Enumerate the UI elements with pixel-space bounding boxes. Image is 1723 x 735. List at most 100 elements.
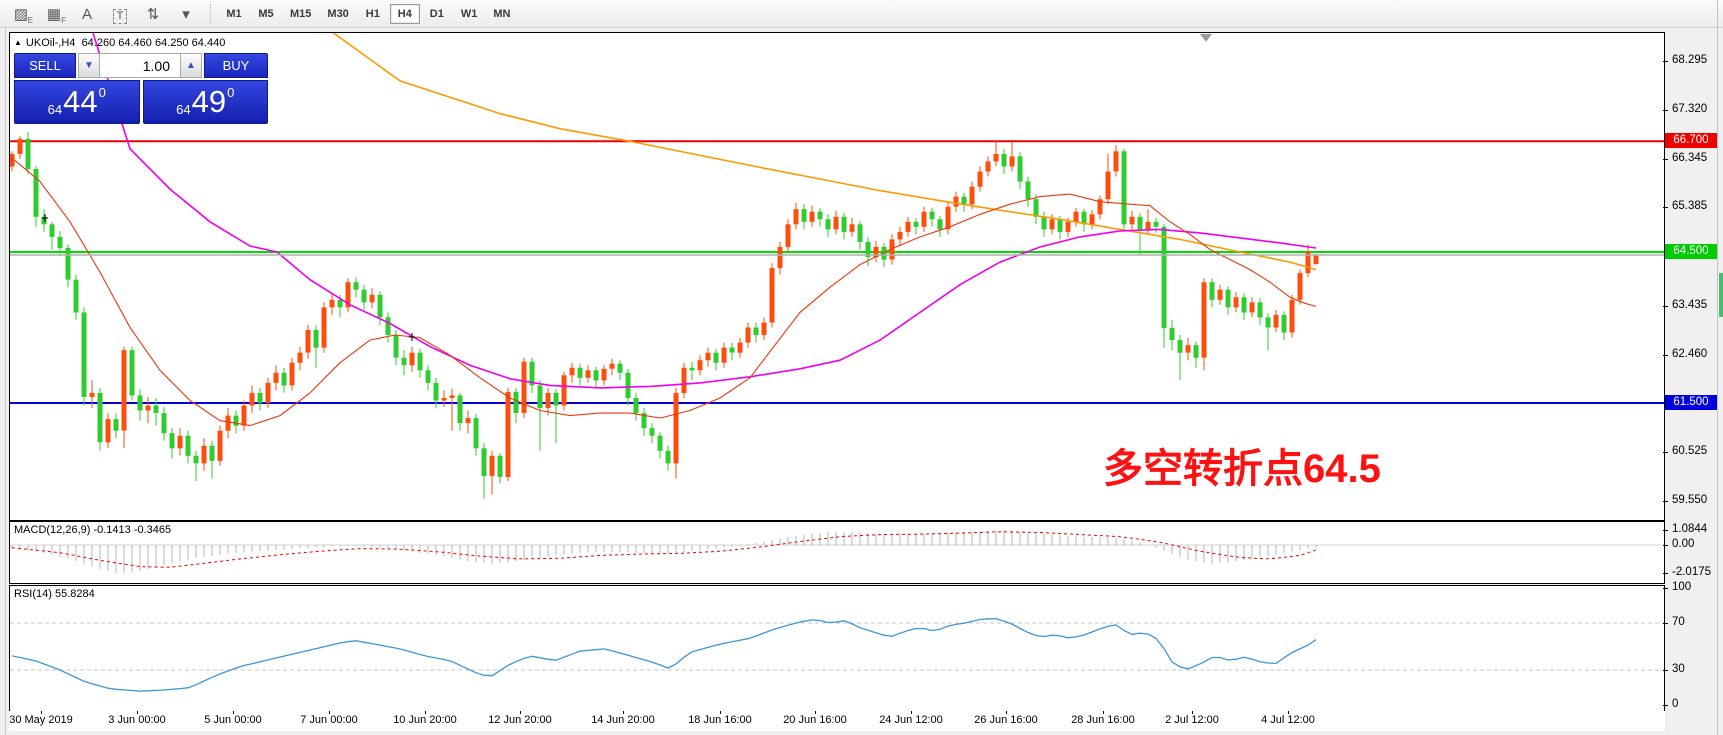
rsi-axis-label: 0 xyxy=(1672,698,1679,710)
time-label: 26 Jun 16:00 xyxy=(974,714,1038,726)
axis-tick xyxy=(1663,61,1668,62)
price-label: 66.345 xyxy=(1672,152,1708,164)
axis-tick xyxy=(1663,545,1668,546)
axis-tick xyxy=(1663,573,1668,574)
time-tick xyxy=(137,711,138,714)
time-axis[interactable]: 30 May 2019 3 Jun 00:00 5 Jun 00:00 7 Jun 0… xyxy=(9,711,1665,731)
cycle-lines-icon[interactable]: ⇅ xyxy=(146,6,160,23)
time-label: 10 Jun 20:00 xyxy=(393,714,457,726)
dropdown-caret-icon[interactable]: ▾ xyxy=(182,6,190,23)
rsi-panel[interactable]: RSI(14) 55.8284 xyxy=(9,585,1665,712)
buy-button[interactable]: BUY xyxy=(204,53,268,78)
axis-tick xyxy=(1663,207,1668,208)
time-tick xyxy=(815,711,816,714)
axis-tick xyxy=(1663,623,1668,624)
buy-price-sup: 0 xyxy=(227,85,235,100)
time-label: 30 May 2019 xyxy=(9,714,73,726)
pattern-e-icon[interactable]: ▨ E xyxy=(13,6,33,25)
timeframe-M30[interactable]: M30 xyxy=(327,7,349,20)
timeframe-buttons: M1 M5 M15 M30 H1 H4 D1 W1 MN xyxy=(219,3,519,24)
volume-input[interactable] xyxy=(100,53,180,78)
sell-price-sup: 0 xyxy=(98,85,106,100)
volume-decrease-button[interactable]: ▼ xyxy=(78,53,100,78)
price-line-badge: 66.700 xyxy=(1665,133,1717,148)
symbol-ohlc-line: ▲ UKOil-,H4 64.260 64.460 64.250 64.440 xyxy=(14,37,225,49)
timeframe-W1[interactable]: W1 xyxy=(460,7,478,20)
time-tick xyxy=(911,711,912,714)
rsi-label: RSI(14) 55.8284 xyxy=(14,588,95,600)
candlestick-chart[interactable] xyxy=(10,33,1664,520)
sell-price-big: 44 xyxy=(63,84,98,119)
macd-axis-label: -2.0175 xyxy=(1672,566,1712,578)
timeframe-MN[interactable]: MN xyxy=(493,7,511,20)
price-line-badge: 61.500 xyxy=(1665,395,1717,410)
collapse-arrow-icon[interactable]: ▲ xyxy=(14,38,22,47)
axis-tick xyxy=(1663,355,1668,356)
buy-price-button[interactable]: 64 49 0 xyxy=(142,80,268,124)
time-tick xyxy=(520,711,521,714)
axis-tick xyxy=(1663,306,1668,307)
buy-price-prefix: 64 xyxy=(176,102,191,117)
rsi-axis-label: 100 xyxy=(1672,581,1692,593)
timeframe-M5[interactable]: M5 xyxy=(258,7,274,20)
time-tick xyxy=(329,711,330,714)
time-label: 7 Jun 00:00 xyxy=(300,714,358,726)
time-label: 3 Jun 00:00 xyxy=(108,714,166,726)
time-tick xyxy=(41,711,42,714)
time-label: 2 Jul 12:00 xyxy=(1165,714,1219,726)
time-label: 28 Jun 16:00 xyxy=(1071,714,1135,726)
time-label: 20 Jun 16:00 xyxy=(783,714,847,726)
sell-price-button[interactable]: 64 44 0 xyxy=(14,80,140,124)
chart-shift-marker-icon[interactable] xyxy=(1200,34,1212,42)
macd-plot[interactable] xyxy=(10,522,1664,583)
ohlc-values: 64.260 64.460 64.250 64.440 xyxy=(81,37,226,49)
time-label: 4 Jul 12:00 xyxy=(1261,714,1315,726)
rsi-axis-label: 70 xyxy=(1672,616,1685,628)
chart-annotation-text: 多空转折点64.5 xyxy=(1103,447,1381,491)
toolbar-icons: ▨ E ▦ F A T ⇅ ▾ xyxy=(8,2,206,25)
price-line-badge: 64.500 xyxy=(1665,244,1717,259)
axis-tick xyxy=(1663,452,1668,453)
time-tick xyxy=(425,711,426,714)
timeframe-H4[interactable]: H4 xyxy=(389,3,420,24)
time-tick xyxy=(1006,711,1007,714)
time-tick xyxy=(1288,711,1289,714)
axis-tick xyxy=(1663,159,1668,160)
sell-price-prefix: 64 xyxy=(47,102,63,117)
volume-increase-button[interactable]: ▲ xyxy=(180,53,202,78)
price-label: 60.525 xyxy=(1672,445,1708,457)
price-label: 67.320 xyxy=(1672,103,1708,115)
price-label: 59.550 xyxy=(1672,494,1708,506)
rsi-axis-label: 30 xyxy=(1672,663,1685,675)
sell-button[interactable]: SELL xyxy=(14,53,76,78)
axis-tick xyxy=(1663,670,1668,671)
time-tick xyxy=(1103,711,1104,714)
buy-price-big: 49 xyxy=(191,84,227,119)
price-label: 62.460 xyxy=(1672,348,1708,360)
axis-tick xyxy=(1663,110,1668,111)
timeframe-M15[interactable]: M15 xyxy=(290,7,312,20)
time-label: 24 Jun 12:00 xyxy=(879,714,943,726)
toolbar-separator xyxy=(210,3,211,24)
window-right-edge xyxy=(1717,0,1718,735)
text-label-icon[interactable]: A xyxy=(81,6,92,23)
macd-axis-label: 1.0844 xyxy=(1672,523,1708,535)
main-chart-panel[interactable] xyxy=(9,32,1665,521)
timeframe-D1[interactable]: D1 xyxy=(429,7,444,20)
timeframe-M1[interactable]: M1 xyxy=(226,7,242,20)
time-tick xyxy=(1192,711,1193,714)
price-label: 65.385 xyxy=(1672,200,1708,212)
window-left-edge xyxy=(5,28,6,735)
macd-label: MACD(12,26,9) -0.1413 -0.3465 xyxy=(14,524,172,536)
grid-f-icon[interactable]: ▦ F xyxy=(46,6,66,25)
timeframe-H1[interactable]: H1 xyxy=(365,7,380,20)
time-tick xyxy=(623,711,624,714)
macd-axis-label: 0.00 xyxy=(1672,538,1695,550)
rsi-plot[interactable] xyxy=(10,586,1664,711)
time-label: 14 Jun 20:00 xyxy=(591,714,655,726)
time-label: 18 Jun 16:00 xyxy=(688,714,752,726)
macd-panel[interactable]: MACD(12,26,9) -0.1413 -0.3465 xyxy=(9,521,1665,584)
time-label: 5 Jun 00:00 xyxy=(204,714,262,726)
price-label: 63.435 xyxy=(1672,299,1708,311)
text-box-icon[interactable]: T xyxy=(107,2,133,24)
